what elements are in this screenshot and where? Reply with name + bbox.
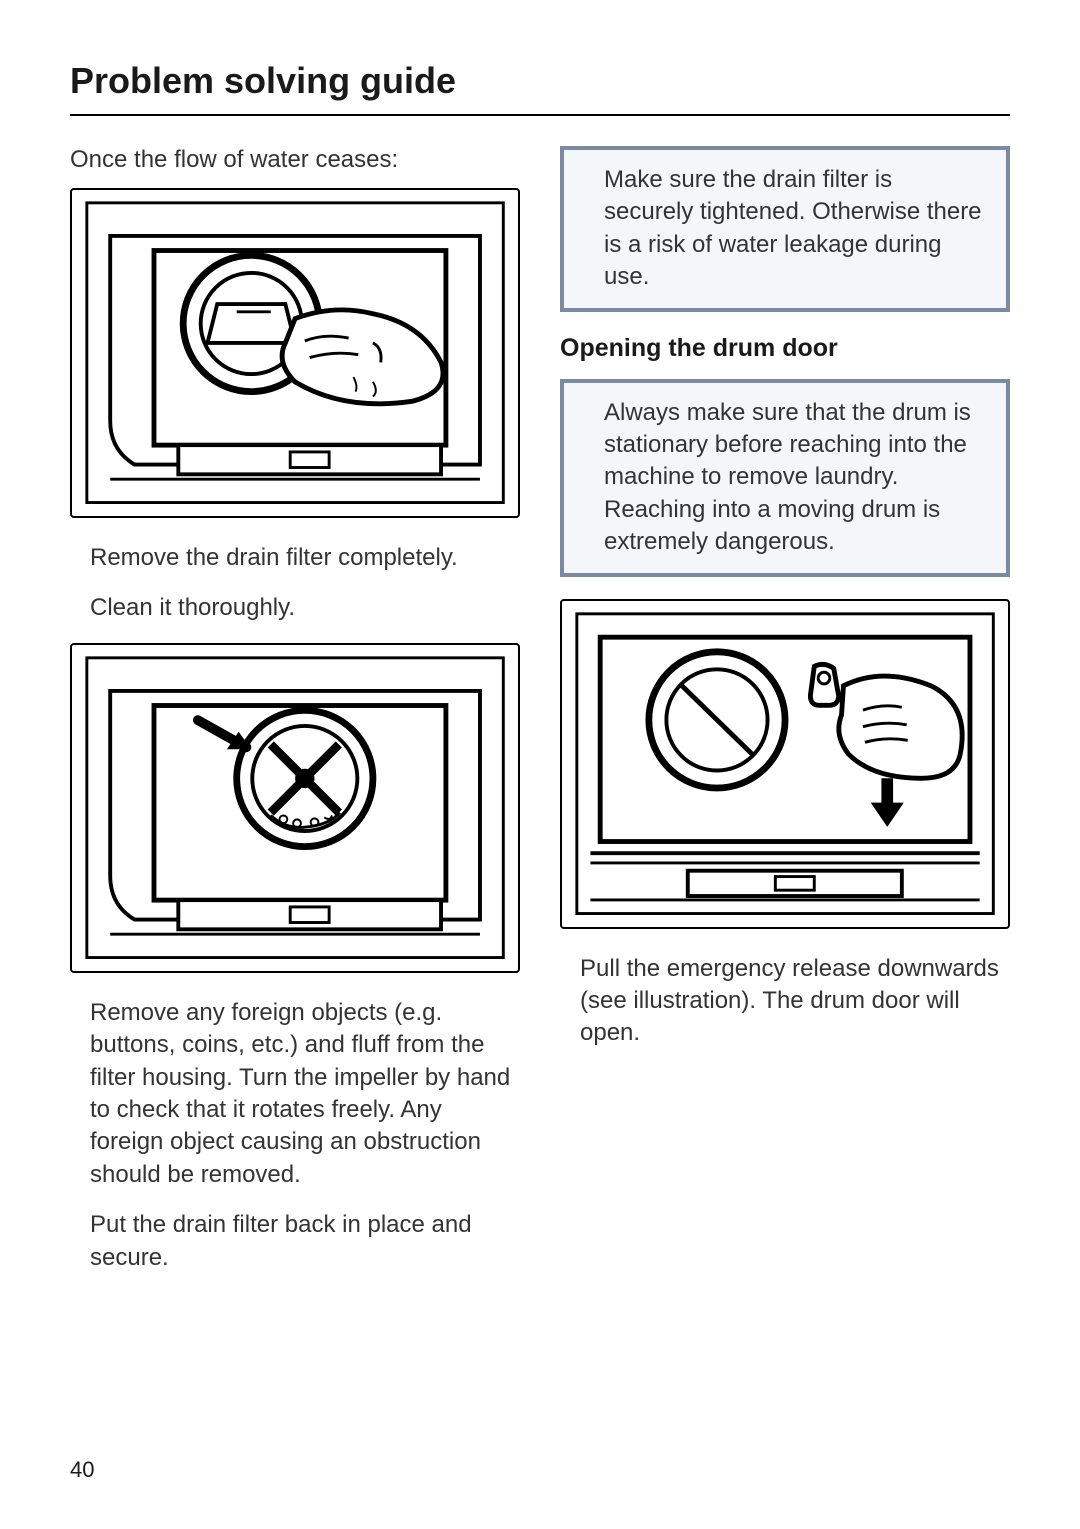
figure-filter-housing <box>70 643 520 973</box>
step-remove-objects: Remove any foreign objects (e.g. buttons… <box>70 997 520 1191</box>
right-column: Make sure the drain filter is securely t… <box>560 146 1010 1292</box>
step-remove-filter: Remove the drain filter completely. <box>70 542 520 574</box>
emergency-release-illustration-icon <box>571 608 999 919</box>
step-replace-filter: Put the drain filter back in place and s… <box>70 1209 520 1274</box>
caution-drum-stationary: Always make sure that the drum is statio… <box>560 379 1010 577</box>
remove-filter-illustration-icon <box>81 197 509 508</box>
page-title: Problem solving guide <box>70 60 1010 116</box>
page-number: 40 <box>70 1457 94 1483</box>
subhead-opening-door: Opening the drum door <box>560 334 1010 363</box>
figure-remove-filter <box>70 188 520 518</box>
content-columns: Once the flow of water ceases: <box>70 146 1010 1292</box>
filter-housing-illustration-icon <box>81 652 509 963</box>
step-pull-release: Pull the emergency release downwards (se… <box>560 953 1010 1050</box>
caution-tighten-filter: Make sure the drain filter is securely t… <box>560 146 1010 312</box>
intro-text: Once the flow of water ceases: <box>70 146 520 174</box>
figure-emergency-release <box>560 599 1010 929</box>
step-clean-filter: Clean it thoroughly. <box>70 592 520 624</box>
left-column: Once the flow of water ceases: <box>70 146 520 1292</box>
